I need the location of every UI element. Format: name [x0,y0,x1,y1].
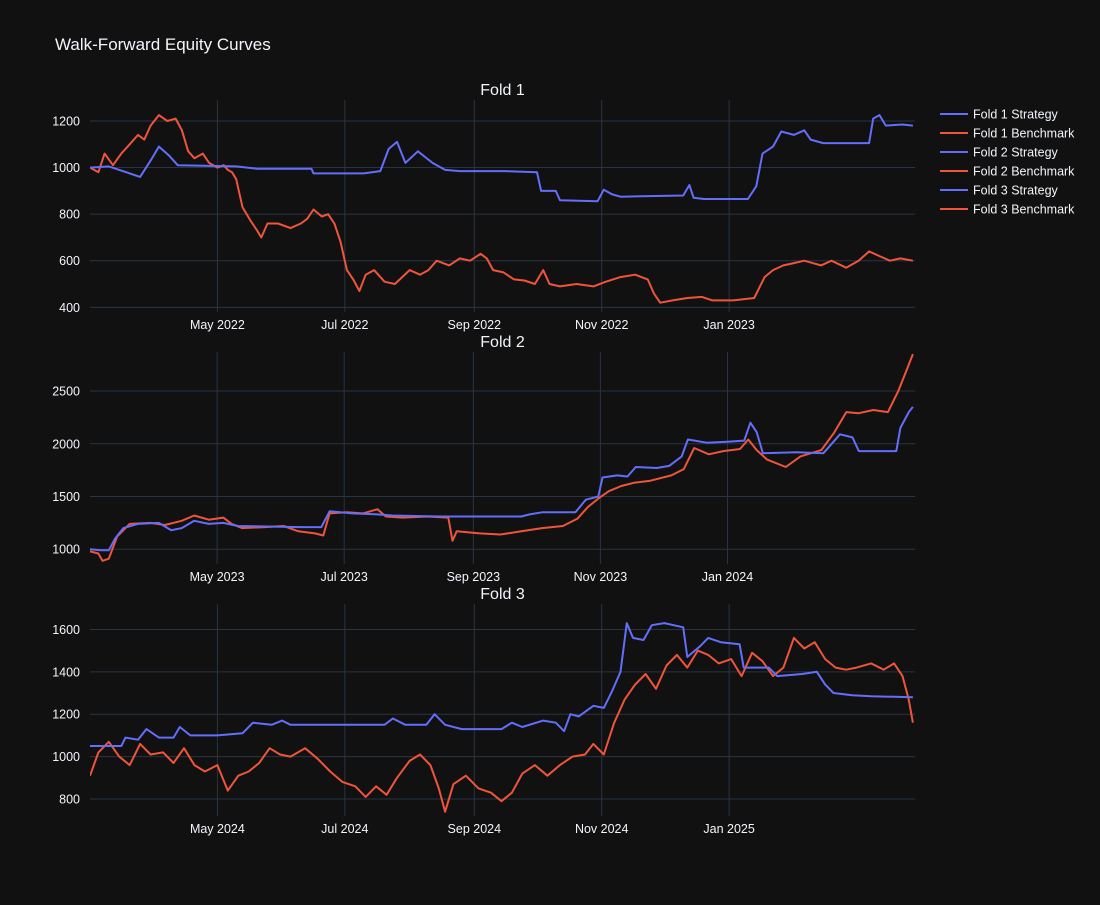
x-tick-label: May 2023 [190,570,245,584]
series-line-fold-2-strategy [90,406,914,552]
legend-item[interactable]: Fold 3 Strategy [940,184,1059,198]
x-tick-label: Sep 2024 [448,822,502,836]
x-tick-label: Jan 2023 [703,318,754,332]
y-tick-label: 1600 [52,623,80,637]
legend-item[interactable]: Fold 2 Strategy [940,146,1059,160]
legend-label: Fold 2 Benchmark [973,165,1075,179]
y-tick-label: 1200 [52,708,80,722]
legend-label: Fold 3 Strategy [973,184,1059,198]
legend-label: Fold 1 Strategy [973,108,1059,122]
x-tick-label: Jan 2024 [702,570,753,584]
panel-fold-1: 400 600 800 1000 1200 May 2022 Jul 2022 Sep 202… [52,82,915,332]
panel-fold-2: 1000 1500 2000 2500 May 2023 Jul 2023 Sep 2023… [52,334,915,584]
series-line-fold-1-benchmark [90,114,914,304]
series-line-fold-3-benchmark [90,636,914,813]
y-tick-label: 1400 [52,665,80,679]
legend-item[interactable]: Fold 2 Benchmark [940,165,1075,179]
y-tick-label: 800 [59,793,80,807]
x-tick-label: Nov 2023 [574,570,628,584]
y-tick-label: 400 [59,301,80,315]
x-tick-label: Jul 2023 [321,570,368,584]
panels-layer: 400 600 800 1000 1200 May 2022 Jul 2022 Sep 202… [52,82,915,836]
legend-item[interactable]: Fold 3 Benchmark [940,203,1075,217]
legend-label: Fold 2 Strategy [973,146,1059,160]
x-tick-label: Jul 2024 [321,822,368,836]
chart-title: Walk-Forward Equity Curves [55,35,271,54]
subplot-title: Fold 1 [480,82,525,99]
x-tick-label: Jan 2025 [703,822,754,836]
x-tick-label: May 2022 [190,318,245,332]
y-tick-label: 600 [59,254,80,268]
y-tick-label: 1000 [52,543,80,557]
series-line-fold-3-strategy [90,622,913,747]
panel-fold-3: 800 1000 1200 1400 1600 May 2024 Jul 2024 Sep 2… [52,586,915,836]
x-tick-label: Sep 2023 [447,570,501,584]
legend-item[interactable]: Fold 1 Strategy [940,108,1059,122]
x-tick-label: Nov 2024 [575,822,629,836]
series-line-fold-1-strategy [90,114,914,203]
legend: Fold 1 Strategy Fold 1 Benchmark Fold 2 St… [940,108,1075,217]
y-tick-label: 1200 [52,114,80,128]
legend-label: Fold 1 Benchmark [973,127,1075,141]
y-tick-label: 2000 [52,437,80,451]
x-tick-label: Nov 2022 [575,318,629,332]
x-tick-label: May 2024 [190,822,245,836]
legend-label: Fold 3 Benchmark [973,203,1075,217]
x-tick-label: Jul 2022 [321,318,368,332]
series-line-fold-2-benchmark [90,353,914,562]
x-tick-label: Sep 2022 [448,318,502,332]
y-tick-label: 1000 [52,161,80,175]
legend-item[interactable]: Fold 1 Benchmark [940,127,1075,141]
y-tick-label: 800 [59,208,80,222]
subplot-title: Fold 3 [480,586,525,603]
y-tick-label: 2500 [52,385,80,399]
y-tick-label: 1000 [52,750,80,764]
y-tick-label: 1500 [52,490,80,504]
subplot-title: Fold 2 [480,334,525,351]
